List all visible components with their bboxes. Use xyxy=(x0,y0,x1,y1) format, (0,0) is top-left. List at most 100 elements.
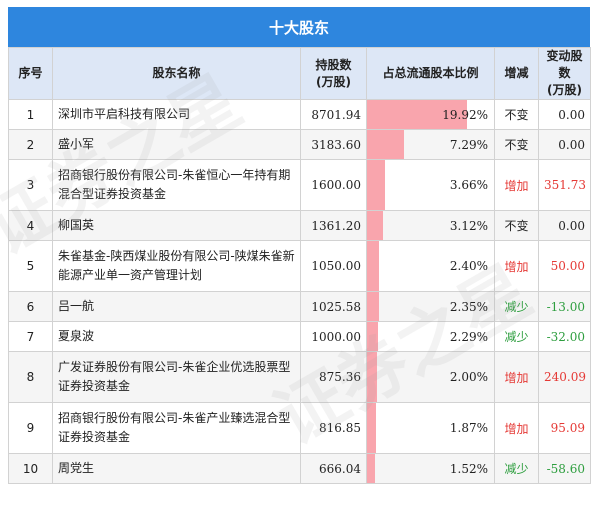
shares-held: 666.04 xyxy=(300,453,367,484)
ratio-value: 3.66% xyxy=(449,178,488,192)
table-row: 8 广发证券股份有限公司-朱雀企业优选股票型证券投资基金 875.36 2.00% 增加… xyxy=(8,351,591,403)
change-label: 增加 xyxy=(504,178,529,193)
change-shares: -58.60 xyxy=(538,453,591,484)
change-label: 增加 xyxy=(504,421,529,436)
ratio-bar xyxy=(367,352,377,402)
change-shares: 0.00 xyxy=(538,99,591,130)
table-row: 5 朱雀基金-陕西煤业股份有限公司-陕煤朱雀新能源产业单一资产管理计划 1050.0… xyxy=(8,240,591,292)
ratio-bar xyxy=(367,160,385,210)
ratio-cell: 3.12% xyxy=(366,210,495,241)
shareholder-name: 夏泉波 xyxy=(52,321,301,352)
ratio-cell: 2.00% xyxy=(366,351,495,403)
shares-held: 1000.00 xyxy=(300,321,367,352)
shares-held: 816.85 xyxy=(300,402,367,454)
shareholder-name: 招商银行股份有限公司-朱雀恒心一年持有期混合型证券投资基金 xyxy=(52,159,301,211)
ratio-value: 1.52% xyxy=(449,461,488,476)
row-index: 7 xyxy=(8,321,53,352)
change-label: 减少 xyxy=(504,330,529,344)
table-row: 10 周党生 666.04 1.52% 减少 -58.60 xyxy=(8,453,591,484)
header-idx: 序号 xyxy=(8,47,53,100)
ratio-bar xyxy=(367,241,379,291)
change-shares: -32.00 xyxy=(538,321,591,352)
table-row: 4 柳国英 1361.20 3.12% 不变 0.00 xyxy=(8,210,591,241)
shareholders-table: 序号 股东名称 持股数 (万股) 占总流通股本比例 增减 变动股数 (万股) 1… xyxy=(8,47,591,484)
ratio-cell: 7.29% xyxy=(366,129,495,160)
ratio-value: 2.40% xyxy=(449,259,488,273)
change-direction: 增加 xyxy=(494,240,539,292)
ratio-value: 2.00% xyxy=(449,370,488,384)
shareholder-name: 周党生 xyxy=(52,453,301,484)
change-direction: 增加 xyxy=(494,402,539,454)
change-shares: -13.00 xyxy=(538,291,591,322)
change-direction: 增加 xyxy=(494,351,539,403)
change-label: 减少 xyxy=(504,300,529,314)
row-index: 2 xyxy=(8,129,53,160)
shareholder-name: 深圳市平启科技有限公司 xyxy=(52,99,301,130)
shareholder-name: 广发证券股份有限公司-朱雀企业优选股票型证券投资基金 xyxy=(52,351,301,403)
shares-held: 8701.94 xyxy=(300,99,367,130)
change-label: 增加 xyxy=(504,370,529,385)
change-direction: 增加 xyxy=(494,159,539,211)
ratio-cell: 3.66% xyxy=(366,159,495,211)
change-shares: 95.09 xyxy=(538,402,591,454)
change-shares: 50.00 xyxy=(538,240,591,292)
row-index: 4 xyxy=(8,210,53,241)
ratio-bar xyxy=(367,100,467,129)
table-row: 3 招商银行股份有限公司-朱雀恒心一年持有期混合型证券投资基金 1600.00 3.6… xyxy=(8,159,591,211)
row-index: 8 xyxy=(8,351,53,403)
change-label: 不变 xyxy=(504,219,529,233)
header-shares-line2: (万股) xyxy=(316,74,351,89)
change-shares: 351.73 xyxy=(538,159,591,211)
change-label: 不变 xyxy=(504,108,529,122)
header-chgnum-line1: 变动股数 xyxy=(546,49,583,80)
header-shares: 持股数 (万股) xyxy=(300,47,367,100)
change-direction: 减少 xyxy=(494,453,539,484)
shareholder-name: 柳国英 xyxy=(52,210,301,241)
change-label: 增加 xyxy=(504,259,529,274)
row-index: 3 xyxy=(8,159,53,211)
change-shares: 240.09 xyxy=(538,351,591,403)
table-row: 9 招商银行股份有限公司-朱雀产业臻选混合型证券投资基金 816.85 1.87% 增加… xyxy=(8,402,591,454)
shareholder-name: 朱雀基金-陕西煤业股份有限公司-陕煤朱雀新能源产业单一资产管理计划 xyxy=(52,240,301,292)
ratio-value: 2.35% xyxy=(449,299,488,314)
ratio-bar xyxy=(367,211,383,240)
header-chgnum: 变动股数 (万股) xyxy=(538,47,591,100)
table-title: 十大股东 xyxy=(8,7,590,47)
row-index: 6 xyxy=(8,291,53,322)
header-ratio: 占总流通股本比例 xyxy=(366,47,495,100)
header-chg: 增减 xyxy=(494,47,539,100)
ratio-bar xyxy=(367,454,375,483)
header-name: 股东名称 xyxy=(52,47,301,100)
row-index: 9 xyxy=(8,402,53,454)
change-direction: 减少 xyxy=(494,321,539,352)
change-direction: 减少 xyxy=(494,291,539,322)
ratio-value: 19.92% xyxy=(442,107,488,122)
ratio-cell: 2.35% xyxy=(366,291,495,322)
ratio-bar xyxy=(367,322,378,351)
ratio-value: 1.87% xyxy=(449,421,488,435)
ratio-cell: 2.40% xyxy=(366,240,495,292)
shares-held: 3183.60 xyxy=(300,129,367,160)
change-shares: 0.00 xyxy=(538,129,591,160)
row-index: 5 xyxy=(8,240,53,292)
ratio-value: 7.29% xyxy=(449,137,488,152)
shareholder-name: 盛小军 xyxy=(52,129,301,160)
table-row: 1 深圳市平启科技有限公司 8701.94 19.92% 不变 0.00 xyxy=(8,99,591,130)
shares-held: 1025.58 xyxy=(300,291,367,322)
ratio-cell: 1.52% xyxy=(366,453,495,484)
change-direction: 不变 xyxy=(494,210,539,241)
table-row: 6 吕一航 1025.58 2.35% 减少 -13.00 xyxy=(8,291,591,322)
shares-held: 1050.00 xyxy=(300,240,367,292)
change-shares: 0.00 xyxy=(538,210,591,241)
ratio-bar xyxy=(367,292,379,321)
shares-held: 875.36 xyxy=(300,351,367,403)
shareholder-name: 吕一航 xyxy=(52,291,301,322)
ratio-bar xyxy=(367,130,404,159)
ratio-cell: 2.29% xyxy=(366,321,495,352)
change-direction: 不变 xyxy=(494,129,539,160)
row-index: 10 xyxy=(8,453,53,484)
change-direction: 不变 xyxy=(494,99,539,130)
header-chgnum-line2: (万股) xyxy=(547,83,582,97)
header-shares-line1: 持股数 xyxy=(315,57,352,72)
shares-held: 1600.00 xyxy=(300,159,367,211)
